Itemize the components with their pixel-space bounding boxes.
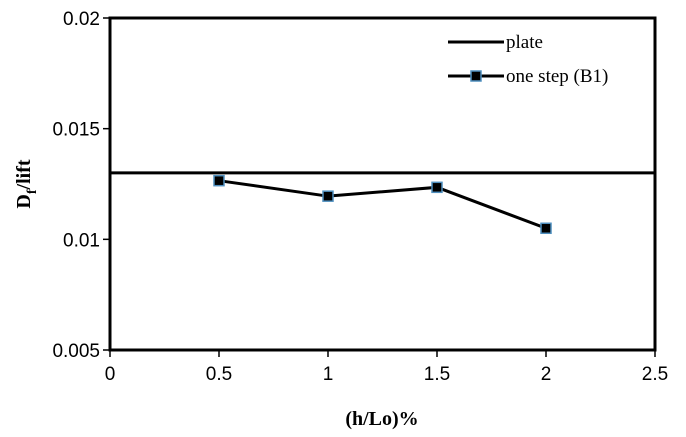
y-tick-label: 0.015 [52,120,100,141]
y-axis-title-main: D [13,194,35,208]
data-point-one-step-b1 [213,174,225,187]
series-line-one-step-b1 [218,179,547,230]
data-point-one-step-b1 [431,181,443,194]
x-tick-label: 0.5 [206,364,232,385]
legend-marker-one-step [470,70,482,82]
x-tick-label: 0 [105,364,116,385]
y-axis-title-rest: /lift [13,159,35,190]
x-axis-title: (h/Lo)% [345,408,418,430]
y-axis-ticks: 0.005 0.01 0.015 0.02 [52,9,110,362]
x-tick-label: 2 [541,364,552,385]
data-point-one-step-b1 [540,222,552,235]
y-tick-label: 0.02 [63,9,100,30]
x-axis-ticks: 0 0.5 1 1.5 2 2.5 [105,350,668,385]
y-axis-title-sub: f [25,189,40,194]
y-axis-title: Df/lift [13,159,40,208]
x-tick-label: 2.5 [642,364,668,385]
legend: plate one step (B1) [448,32,608,87]
series-layer [110,171,655,235]
legend-label-one-step: one step (B1) [506,66,608,87]
y-tick-label: 0.005 [52,341,100,362]
x-tick-label: 1 [323,364,334,385]
legend-label-plate: plate [506,32,543,53]
data-point-one-step-b1 [322,190,334,202]
x-tick-label: 1.5 [424,364,450,385]
y-tick-label: 0.01 [63,230,100,251]
plot-area [108,16,657,352]
